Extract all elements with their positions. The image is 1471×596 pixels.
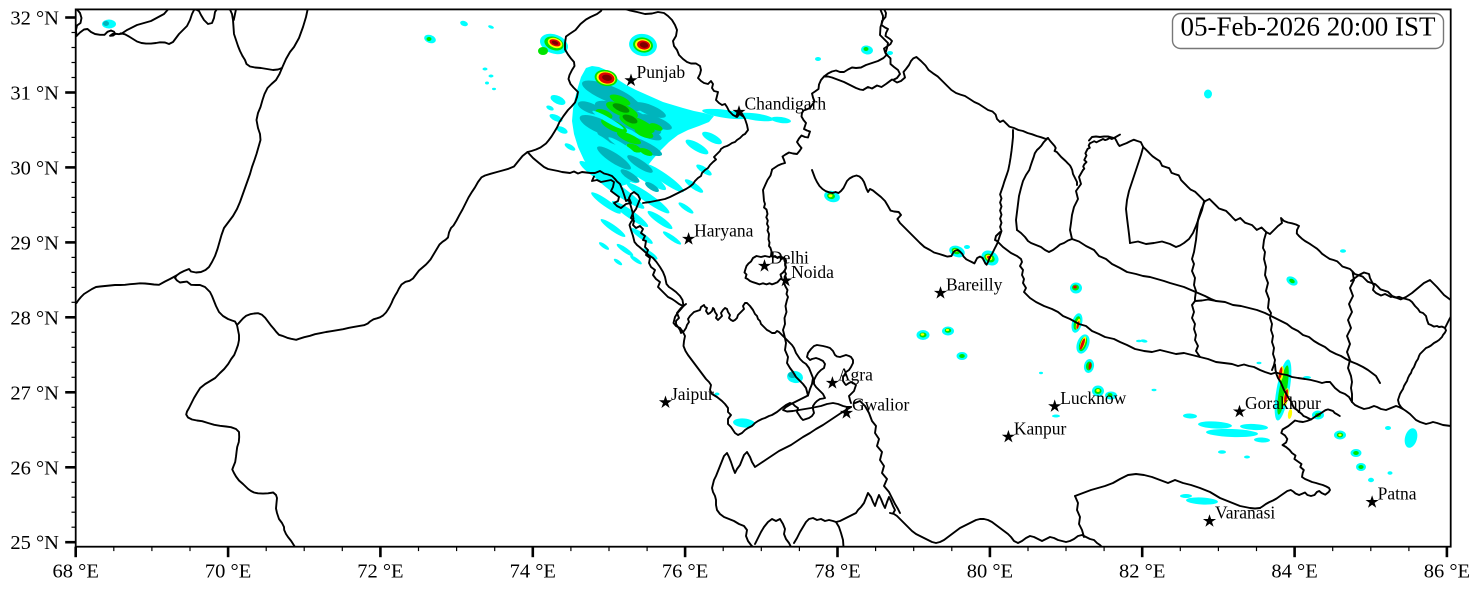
svg-text:Varanasi: Varanasi xyxy=(1215,503,1275,523)
svg-text:25 °N: 25 °N xyxy=(10,532,59,554)
svg-text:82 °E: 82 °E xyxy=(1119,561,1165,583)
svg-text:74 °E: 74 °E xyxy=(510,561,556,583)
svg-text:28 °N: 28 °N xyxy=(10,307,59,329)
svg-text:Punjab: Punjab xyxy=(637,62,686,82)
svg-text:78 °E: 78 °E xyxy=(814,561,860,583)
svg-text:27 °N: 27 °N xyxy=(10,382,59,404)
svg-text:Lucknow: Lucknow xyxy=(1060,388,1126,408)
svg-text:80 °E: 80 °E xyxy=(967,561,1013,583)
svg-text:Gwalior: Gwalior xyxy=(852,395,910,415)
svg-text:05-Feb-2026 20:00 IST: 05-Feb-2026 20:00 IST xyxy=(1181,12,1436,42)
svg-text:Bareilly: Bareilly xyxy=(946,275,1003,295)
svg-text:Gorakhpur: Gorakhpur xyxy=(1245,393,1321,413)
svg-text:76 °E: 76 °E xyxy=(662,561,708,583)
svg-text:86 °E: 86 °E xyxy=(1424,561,1470,583)
svg-text:Patna: Patna xyxy=(1378,484,1417,504)
svg-text:Chandigarh: Chandigarh xyxy=(745,94,827,114)
svg-text:Agra: Agra xyxy=(838,365,873,385)
svg-text:72 °E: 72 °E xyxy=(357,561,403,583)
svg-text:26 °N: 26 °N xyxy=(10,457,59,479)
svg-text:70 °E: 70 °E xyxy=(205,561,251,583)
svg-text:68 °E: 68 °E xyxy=(53,561,99,583)
svg-text:32 °N: 32 °N xyxy=(10,8,59,30)
svg-text:29 °N: 29 °N xyxy=(10,232,59,254)
svg-text:Haryana: Haryana xyxy=(694,221,754,241)
svg-text:Kanpur: Kanpur xyxy=(1014,418,1067,438)
svg-text:Delhi: Delhi xyxy=(770,248,809,268)
svg-text:Jaipur: Jaipur xyxy=(671,384,714,404)
svg-text:Noida: Noida xyxy=(791,262,834,282)
svg-text:31 °N: 31 °N xyxy=(10,83,59,105)
svg-text:30 °N: 30 °N xyxy=(10,157,59,179)
svg-text:84 °E: 84 °E xyxy=(1271,561,1317,583)
